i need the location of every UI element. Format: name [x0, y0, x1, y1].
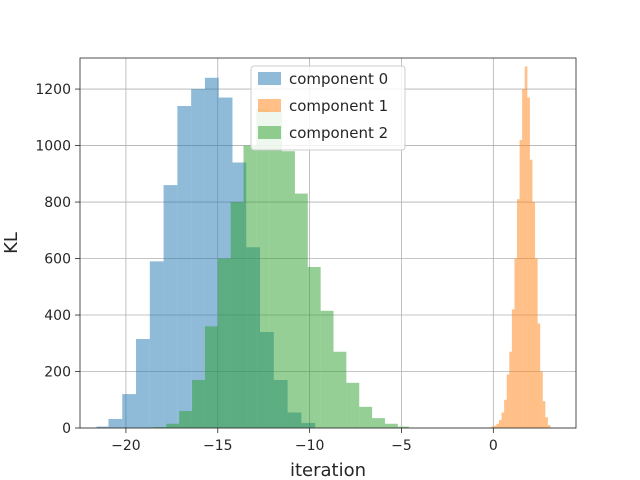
y-axis-label: KL [1, 232, 22, 254]
axis-ticks: −20 −15 −10 −5 0 0 200 400 600 800 1000 1200 [35, 82, 497, 454]
histogram-bar [496, 423, 500, 428]
x-axis-label: iteration [290, 460, 366, 480]
histogram-bar [504, 399, 507, 428]
y-tick-label: 400 [44, 308, 71, 324]
histogram-bar [163, 185, 178, 428]
histogram-bar [153, 427, 167, 428]
x-tick-label: −20 [111, 438, 141, 454]
histogram-bar [294, 193, 308, 428]
histogram-bar [511, 309, 515, 428]
legend-swatch [258, 126, 281, 139]
histogram-bar [217, 258, 231, 428]
histogram-bar [514, 258, 518, 428]
histogram-bar [545, 417, 548, 428]
histogram-bar [542, 401, 546, 428]
histogram-bars [96, 66, 551, 429]
histogram-bar [96, 426, 109, 428]
histogram-bar [501, 412, 505, 428]
histogram-bar [529, 159, 533, 428]
histogram-bar [149, 261, 164, 428]
histogram-bar [179, 411, 193, 428]
y-tick-label: 1200 [35, 82, 71, 98]
histogram-bar [535, 258, 538, 428]
histogram-bar [491, 426, 494, 428]
x-tick-label: −15 [203, 438, 233, 454]
histogram-bar [177, 106, 192, 429]
histogram-bar [192, 379, 205, 428]
histogram-bar [493, 425, 497, 428]
y-tick-label: 600 [44, 252, 71, 268]
y-tick-label: 1000 [35, 139, 71, 155]
x-tick-label: 0 [489, 438, 498, 454]
y-tick-label: 200 [44, 365, 71, 381]
histogram-bar [269, 111, 283, 428]
histogram-bar [256, 108, 270, 428]
legend-label: component 1 [289, 97, 388, 115]
histogram-bar [506, 374, 510, 428]
histogram-bar [320, 310, 334, 428]
histogram-bar [230, 202, 244, 428]
histogram-bar [282, 151, 295, 428]
x-tick-label: −10 [295, 438, 325, 454]
histogram-bar [547, 425, 551, 428]
histogram-bar [243, 145, 257, 428]
histogram-bar [397, 426, 409, 428]
histogram-bar [527, 97, 530, 428]
histogram-bar [372, 418, 385, 428]
histogram-bar [384, 423, 398, 428]
histogram-bar [108, 418, 123, 428]
histogram-bar [136, 339, 150, 428]
legend-label: component 0 [289, 70, 388, 88]
histogram-bar [524, 66, 528, 429]
histogram-bar [191, 89, 205, 429]
legend: component 0 component 1 component 2 [250, 65, 406, 151]
histogram-bar [166, 423, 180, 428]
histogram-bar [532, 202, 536, 428]
histogram-bar [359, 406, 373, 428]
histogram-bar [517, 199, 520, 428]
histogram-bar [333, 351, 347, 428]
histogram-bar [509, 351, 512, 428]
legend-box [250, 65, 406, 151]
y-tick-label: 0 [62, 421, 71, 437]
histogram-bar [540, 371, 543, 428]
histogram-bar [522, 89, 525, 429]
x-tick-label: −5 [391, 438, 412, 454]
legend-swatch [258, 99, 281, 112]
histogram-bar [499, 420, 502, 428]
legend-swatch [258, 72, 281, 85]
histogram-bar [122, 394, 137, 428]
plot-frame [79, 57, 577, 429]
series-2-bars [153, 108, 409, 428]
series-1-bars [488, 66, 551, 429]
histogram-bar [346, 382, 360, 428]
histogram-bar [519, 139, 523, 429]
histogram-bar [537, 323, 541, 428]
histogram-bar [307, 267, 321, 428]
legend-label: component 2 [289, 124, 388, 142]
y-tick-label: 800 [44, 195, 71, 211]
histogram-bar [204, 326, 218, 428]
